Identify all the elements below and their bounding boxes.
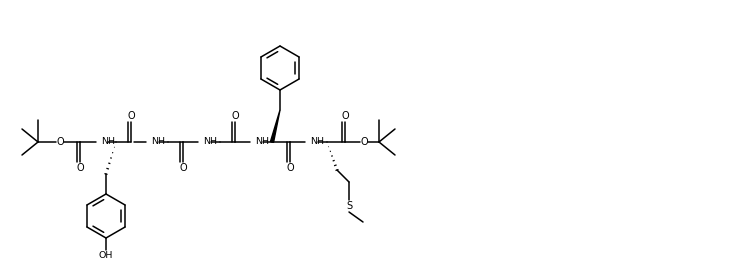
Text: NH: NH bbox=[255, 138, 269, 147]
Text: O: O bbox=[286, 163, 294, 173]
Text: O: O bbox=[231, 111, 239, 121]
Text: NH: NH bbox=[151, 138, 165, 147]
Text: O: O bbox=[360, 137, 368, 147]
Text: O: O bbox=[341, 111, 349, 121]
Text: O: O bbox=[76, 163, 84, 173]
Text: NH: NH bbox=[203, 138, 217, 147]
Text: O: O bbox=[127, 111, 135, 121]
Text: S: S bbox=[346, 201, 352, 211]
Text: NH: NH bbox=[310, 138, 324, 147]
Polygon shape bbox=[270, 110, 280, 142]
Text: O: O bbox=[57, 137, 64, 147]
Text: NH: NH bbox=[101, 138, 115, 147]
Text: O: O bbox=[179, 163, 187, 173]
Text: OH: OH bbox=[99, 252, 113, 261]
